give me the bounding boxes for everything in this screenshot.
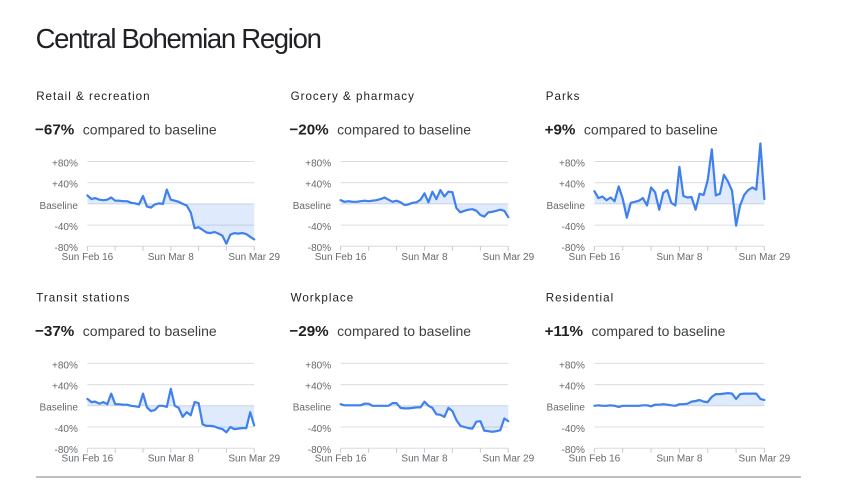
svg-text:−67%compared to baseline: −67% compared to baseline xyxy=(35,121,217,138)
svg-text:Sun Feb 16: Sun Feb 16 xyxy=(569,454,621,465)
svg-text:Workplace: Workplace xyxy=(291,291,355,304)
svg-text:Baseline: Baseline xyxy=(40,201,79,212)
svg-text:Sun Feb 16: Sun Feb 16 xyxy=(62,252,114,263)
svg-text:-40%: -40% xyxy=(55,222,78,233)
svg-text:+40%: +40% xyxy=(52,180,78,191)
svg-text:Baseline: Baseline xyxy=(547,201,586,212)
svg-text:+40%: +40% xyxy=(305,180,331,191)
svg-text:Sun Feb 16: Sun Feb 16 xyxy=(62,454,114,465)
svg-text:+80%: +80% xyxy=(305,158,331,169)
svg-text:-80%: -80% xyxy=(55,445,78,456)
svg-text:Grocery & pharmacy: Grocery & pharmacy xyxy=(291,90,415,103)
svg-text:Sun Feb 16: Sun Feb 16 xyxy=(569,252,621,263)
svg-text:+40%: +40% xyxy=(52,382,78,393)
svg-text:Baseline: Baseline xyxy=(40,403,79,414)
svg-text:−20%compared to baseline: −20% compared to baseline xyxy=(289,121,471,138)
svg-text:Sun Feb 16: Sun Feb 16 xyxy=(315,454,367,465)
svg-text:Sun Mar 29: Sun Mar 29 xyxy=(228,454,280,465)
svg-text:Sun Feb 16: Sun Feb 16 xyxy=(315,252,367,263)
svg-text:Sun Mar 8: Sun Mar 8 xyxy=(401,454,448,465)
svg-text:+80%: +80% xyxy=(52,360,78,371)
svg-text:Baseline: Baseline xyxy=(293,201,332,212)
svg-text:Sun Mar 8: Sun Mar 8 xyxy=(148,454,195,465)
svg-text:-40%: -40% xyxy=(308,222,331,233)
svg-text:+40%: +40% xyxy=(559,382,585,393)
svg-text:-80%: -80% xyxy=(562,445,585,456)
svg-text:-40%: -40% xyxy=(562,222,585,233)
svg-text:Central Bohemian Region: Central Bohemian Region xyxy=(36,23,321,54)
svg-text:-40%: -40% xyxy=(55,424,78,435)
svg-text:Retail & recreation: Retail & recreation xyxy=(36,90,150,103)
svg-text:-80%: -80% xyxy=(55,243,78,254)
svg-text:+80%: +80% xyxy=(559,158,585,169)
svg-text:Parks: Parks xyxy=(546,90,581,103)
svg-text:-80%: -80% xyxy=(308,243,331,254)
svg-text:Baseline: Baseline xyxy=(547,403,586,414)
svg-text:Baseline: Baseline xyxy=(293,403,332,414)
svg-text:Residential: Residential xyxy=(546,291,614,304)
svg-text:+9%compared to baseline: +9% compared to baseline xyxy=(545,121,718,138)
svg-text:Transit stations: Transit stations xyxy=(36,291,130,304)
svg-text:+40%: +40% xyxy=(559,180,585,191)
svg-text:-40%: -40% xyxy=(308,424,331,435)
svg-text:+80%: +80% xyxy=(559,360,585,371)
svg-text:Sun Mar 29: Sun Mar 29 xyxy=(739,252,791,263)
svg-text:−29%compared to baseline: −29% compared to baseline xyxy=(289,323,471,340)
svg-text:Sun Mar 29: Sun Mar 29 xyxy=(482,252,534,263)
svg-text:+80%: +80% xyxy=(52,158,78,169)
svg-text:Sun Mar 8: Sun Mar 8 xyxy=(656,454,703,465)
svg-text:Sun Mar 29: Sun Mar 29 xyxy=(228,252,280,263)
svg-text:Sun Mar 29: Sun Mar 29 xyxy=(739,454,791,465)
svg-text:−37%compared to baseline: −37% compared to baseline xyxy=(35,323,217,340)
svg-text:+80%: +80% xyxy=(305,360,331,371)
svg-text:Sun Mar 8: Sun Mar 8 xyxy=(148,252,195,263)
svg-text:-40%: -40% xyxy=(562,424,585,435)
svg-text:+40%: +40% xyxy=(305,382,331,393)
svg-text:-80%: -80% xyxy=(308,445,331,456)
svg-text:Sun Mar 8: Sun Mar 8 xyxy=(656,252,703,263)
svg-text:+11%compared to baseline: +11% compared to baseline xyxy=(545,323,726,340)
svg-text:-80%: -80% xyxy=(562,243,585,254)
svg-text:Sun Mar 29: Sun Mar 29 xyxy=(482,454,534,465)
svg-text:Sun Mar 8: Sun Mar 8 xyxy=(401,252,448,263)
